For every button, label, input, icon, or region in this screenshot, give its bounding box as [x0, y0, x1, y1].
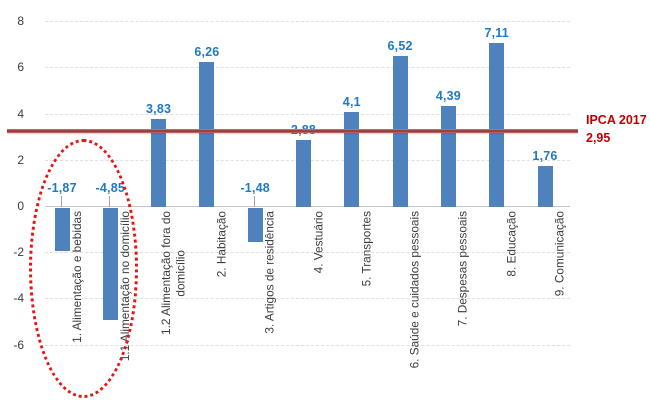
bar-value-label: 6,26	[194, 45, 220, 60]
y-axis-tick-label: 0	[17, 199, 24, 213]
gridline	[45, 344, 570, 346]
bar-value-label: -1,48	[240, 181, 270, 195]
category-label: 7. Despesas pessoais	[455, 211, 470, 327]
category-label: domicílio	[173, 249, 188, 297]
y-axis-tick-label: 6	[17, 60, 24, 75]
category-label: 3. Artigos de residência	[262, 211, 277, 334]
gridline	[45, 252, 570, 254]
ipca-reference-line	[7, 129, 578, 133]
reference-line-value: 2,95	[586, 130, 611, 145]
bar	[199, 62, 215, 207]
reference-line-label: IPCA 2017 2,95	[586, 112, 647, 147]
bar-value-label: 4,1	[342, 95, 361, 110]
bar-value-label: 4,39	[435, 88, 461, 103]
y-axis-tick-label: 2	[17, 152, 24, 167]
category-label: 4. Vestuário	[311, 211, 325, 274]
bar-value-label: 3,83	[146, 101, 172, 116]
category-label: 8. Educação	[504, 211, 519, 277]
bar-value-label: 7,11	[484, 25, 509, 40]
reference-line-title: IPCA 2017	[586, 113, 647, 127]
bar-value-label: 6,52	[387, 39, 413, 54]
bar	[344, 112, 360, 207]
gridline	[45, 21, 570, 23]
bar	[296, 140, 311, 207]
label-leader-line	[254, 196, 256, 207]
category-label: 2. Habitação	[214, 211, 229, 278]
y-axis-tick-label: 8	[17, 14, 24, 29]
y-axis-tick-label: 4	[17, 106, 24, 121]
bar	[247, 208, 263, 243]
gridline	[45, 67, 570, 69]
y-axis-tick-label: -6	[13, 337, 24, 352]
category-label: 9. Comunicação	[552, 211, 567, 297]
highlight-ellipse	[29, 139, 138, 398]
category-label: 1.2 Alimentação fora do	[158, 211, 173, 335]
bar	[151, 118, 167, 207]
gridline	[45, 113, 570, 115]
bar	[489, 42, 505, 207]
bar	[440, 105, 456, 207]
y-axis-tick-label: -4	[13, 291, 24, 306]
y-axis-tick-label: -2	[13, 245, 24, 260]
category-label: 5. Transportes	[359, 211, 374, 287]
bar-value-label: 1,76	[532, 149, 558, 164]
category-label: 6. Saúde e cuidados pessoais	[407, 211, 422, 369]
gridline	[45, 298, 570, 300]
bar	[537, 166, 553, 207]
